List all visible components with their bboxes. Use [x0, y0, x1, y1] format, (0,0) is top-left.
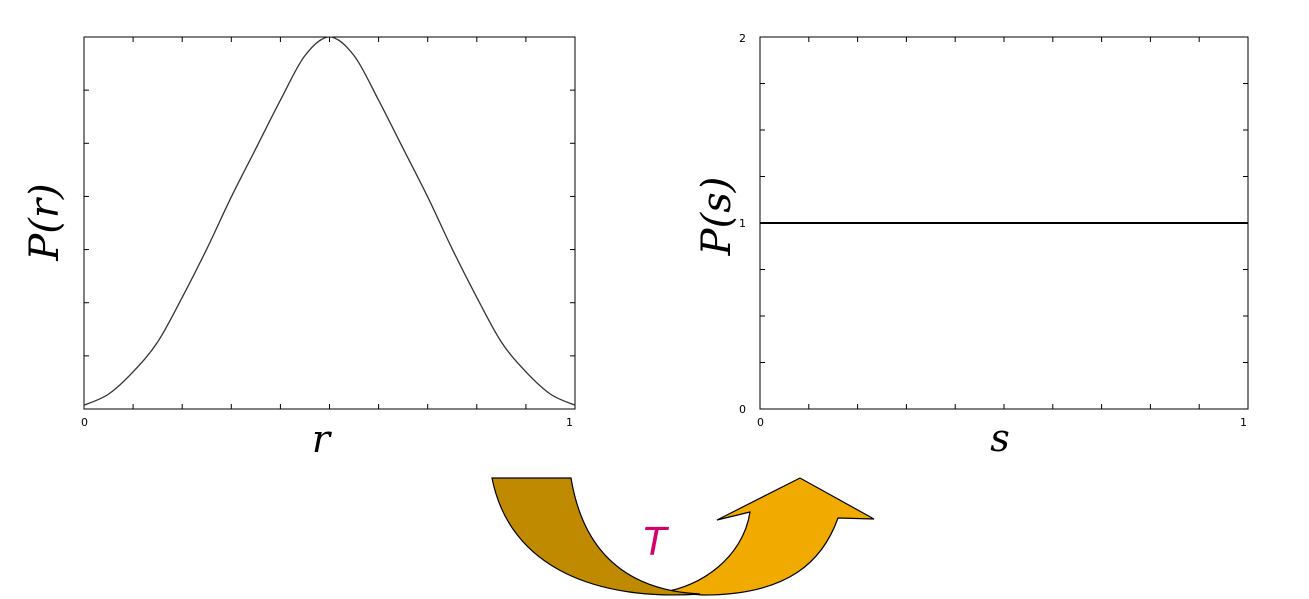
- transform-arrow-head: [662, 477, 875, 596]
- chart-ps-xtick-1: 1: [1240, 416, 1247, 429]
- chart-ps: 0 1 0 1 2 s P(s): [694, 32, 1249, 460]
- chart-ps-xtick-0: 0: [757, 416, 764, 429]
- chart-pr-ylabel: P(r): [22, 183, 68, 261]
- chart-pr-xtick-1: 1: [566, 416, 573, 429]
- transform-arrow: T: [491, 477, 875, 596]
- chart-pr-curve: [83, 36, 576, 406]
- chart-pr-xlabel: r: [312, 417, 333, 461]
- chart-pr-ticks: [84, 37, 575, 409]
- transform-arrow-tail: [491, 477, 701, 596]
- chart-ps-ytick-1: 1: [739, 217, 746, 230]
- transform-label: T: [643, 520, 669, 564]
- chart-ps-ylabel: P(s): [694, 177, 740, 257]
- chart-pr-frame: [83, 36, 576, 410]
- chart-pr: 0 1 r P(r): [22, 36, 576, 461]
- chart-ps-xlabel: s: [990, 416, 1010, 460]
- chart-ps-ytick-0: 0: [739, 403, 746, 416]
- chart-ps-ytick-2: 2: [739, 32, 746, 45]
- chart-pr-xtick-0: 0: [81, 416, 88, 429]
